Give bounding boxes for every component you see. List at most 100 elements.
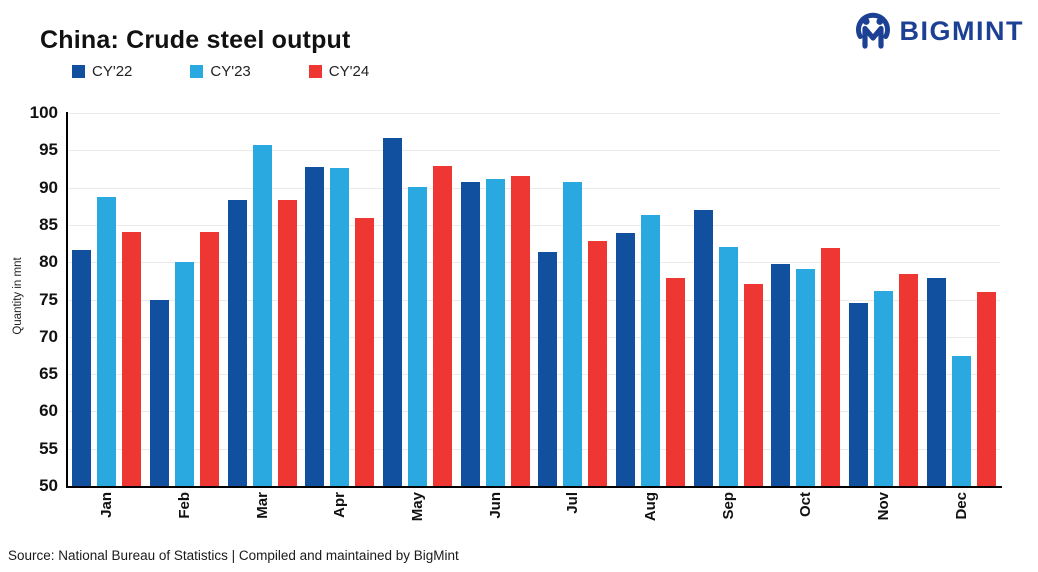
bar-nov-cy24	[899, 274, 919, 486]
chart-legend: CY'22 CY'23 CY'24	[72, 63, 369, 80]
x-tick-cell: Aug	[612, 492, 690, 550]
bar-series-container	[68, 113, 1000, 486]
bar-apr-cy23	[330, 168, 350, 486]
bar-jan-cy23	[97, 197, 117, 486]
bar-oct-cy23	[796, 268, 816, 486]
bar-group-mar	[223, 113, 301, 486]
bar-group-sep	[689, 113, 767, 486]
y-tick-label: 75	[39, 289, 58, 309]
legend-label: CY'22	[92, 63, 133, 80]
bar-sep-cy24	[743, 283, 763, 486]
bar-mar-cy24	[277, 200, 297, 486]
x-tick-label: Mar	[253, 492, 271, 519]
bar-group-nov	[845, 113, 923, 486]
legend-swatch-icon	[72, 65, 85, 78]
bar-jul-cy22	[538, 251, 558, 486]
bar-feb-cy24	[200, 232, 219, 486]
bar-mar-cy23	[252, 145, 272, 486]
bar-sep-cy23	[718, 246, 738, 486]
bar-apr-cy24	[355, 218, 375, 486]
x-tick-cell: Feb	[146, 492, 224, 550]
x-tick-label: Sep	[719, 492, 737, 520]
bar-sep-cy22	[693, 210, 713, 486]
gridline	[68, 262, 1000, 264]
gridline	[68, 374, 1000, 376]
x-tick-cell: Jun	[456, 492, 534, 550]
bar-dec-cy24	[976, 292, 996, 486]
x-tick-label: Oct	[797, 492, 815, 518]
bigmint-logo: BIGMINT	[852, 8, 1025, 54]
bar-nov-cy23	[874, 291, 894, 486]
bar-mar-cy22	[227, 200, 247, 486]
bar-oct-cy22	[771, 263, 791, 486]
gridline	[68, 299, 1000, 301]
bar-jun-cy24	[510, 175, 530, 486]
plot-area	[68, 113, 1000, 486]
y-tick-label: 95	[39, 140, 58, 160]
bar-may-cy24	[433, 166, 453, 486]
gridline	[68, 224, 1000, 226]
y-tick-label: 85	[39, 214, 58, 234]
x-axis-tick-labels: Jan Feb Mar Apr May Jun Jul Aug Sep Oct Nov Dec	[68, 492, 1000, 550]
bar-jul-cy23	[563, 181, 583, 486]
page-title: China: Crude steel output	[40, 26, 351, 54]
bar-group-jun	[456, 113, 534, 486]
y-axis-line	[66, 112, 68, 487]
gridline	[68, 336, 1000, 338]
source-note: Source: National Bureau of Statistics | …	[8, 548, 459, 563]
y-tick-label: 100	[29, 103, 58, 122]
x-tick-label: Dec	[952, 492, 970, 520]
bar-aug-cy24	[666, 277, 686, 486]
bigmint-logo-icon	[855, 12, 890, 49]
bar-group-apr	[301, 113, 379, 486]
legend-label: CY'24	[328, 63, 370, 80]
y-tick-label: 65	[39, 364, 58, 384]
y-tick-label: 60	[39, 401, 58, 421]
x-tick-label: May	[409, 492, 427, 522]
bar-may-cy22	[383, 138, 403, 486]
gridline	[68, 187, 1000, 189]
x-tick-label: Jun	[486, 492, 504, 519]
y-tick-label: 55	[39, 438, 58, 458]
x-tick-cell: Mar	[223, 492, 301, 550]
legend-item: CY'24	[308, 63, 370, 80]
bar-apr-cy22	[305, 166, 325, 486]
x-tick-cell: Dec	[922, 492, 1000, 550]
x-tick-cell: Jan	[68, 492, 146, 550]
gridline	[68, 411, 1000, 413]
legend-item: CY'22	[72, 63, 132, 80]
bar-may-cy23	[408, 186, 428, 486]
y-tick-label: 50	[39, 476, 58, 495]
x-tick-label: Apr	[331, 492, 349, 518]
legend-swatch-icon	[190, 65, 204, 78]
x-tick-label: Aug	[642, 492, 660, 522]
bar-feb-cy22	[150, 299, 169, 486]
x-tick-cell: Jul	[534, 492, 612, 550]
bar-group-feb	[146, 113, 224, 486]
y-tick-label: 90	[39, 177, 58, 197]
x-tick-label: Jan	[98, 492, 116, 518]
x-tick-cell: Oct	[767, 492, 845, 550]
bar-aug-cy22	[616, 233, 636, 486]
y-tick-label: 70	[39, 326, 58, 346]
gridline	[68, 113, 1000, 114]
x-tick-cell: Apr	[301, 492, 379, 550]
x-tick-cell: Sep	[689, 492, 767, 550]
x-axis-line	[66, 486, 1002, 488]
bar-jun-cy23	[485, 179, 505, 486]
gridline	[68, 448, 1000, 450]
legend-swatch-icon	[308, 65, 322, 78]
bar-group-may	[379, 113, 457, 486]
x-tick-label: Nov	[875, 492, 893, 521]
bar-group-dec	[922, 113, 1000, 486]
bar-nov-cy22	[849, 303, 869, 486]
bar-jun-cy22	[460, 182, 480, 486]
bar-group-aug	[612, 113, 690, 486]
bar-oct-cy24	[821, 248, 841, 486]
y-tick-label: 80	[39, 252, 58, 272]
x-tick-label: Jul	[564, 492, 582, 514]
bar-group-jan	[68, 113, 146, 486]
x-tick-label: Feb	[176, 492, 193, 519]
bar-jul-cy24	[588, 240, 608, 486]
